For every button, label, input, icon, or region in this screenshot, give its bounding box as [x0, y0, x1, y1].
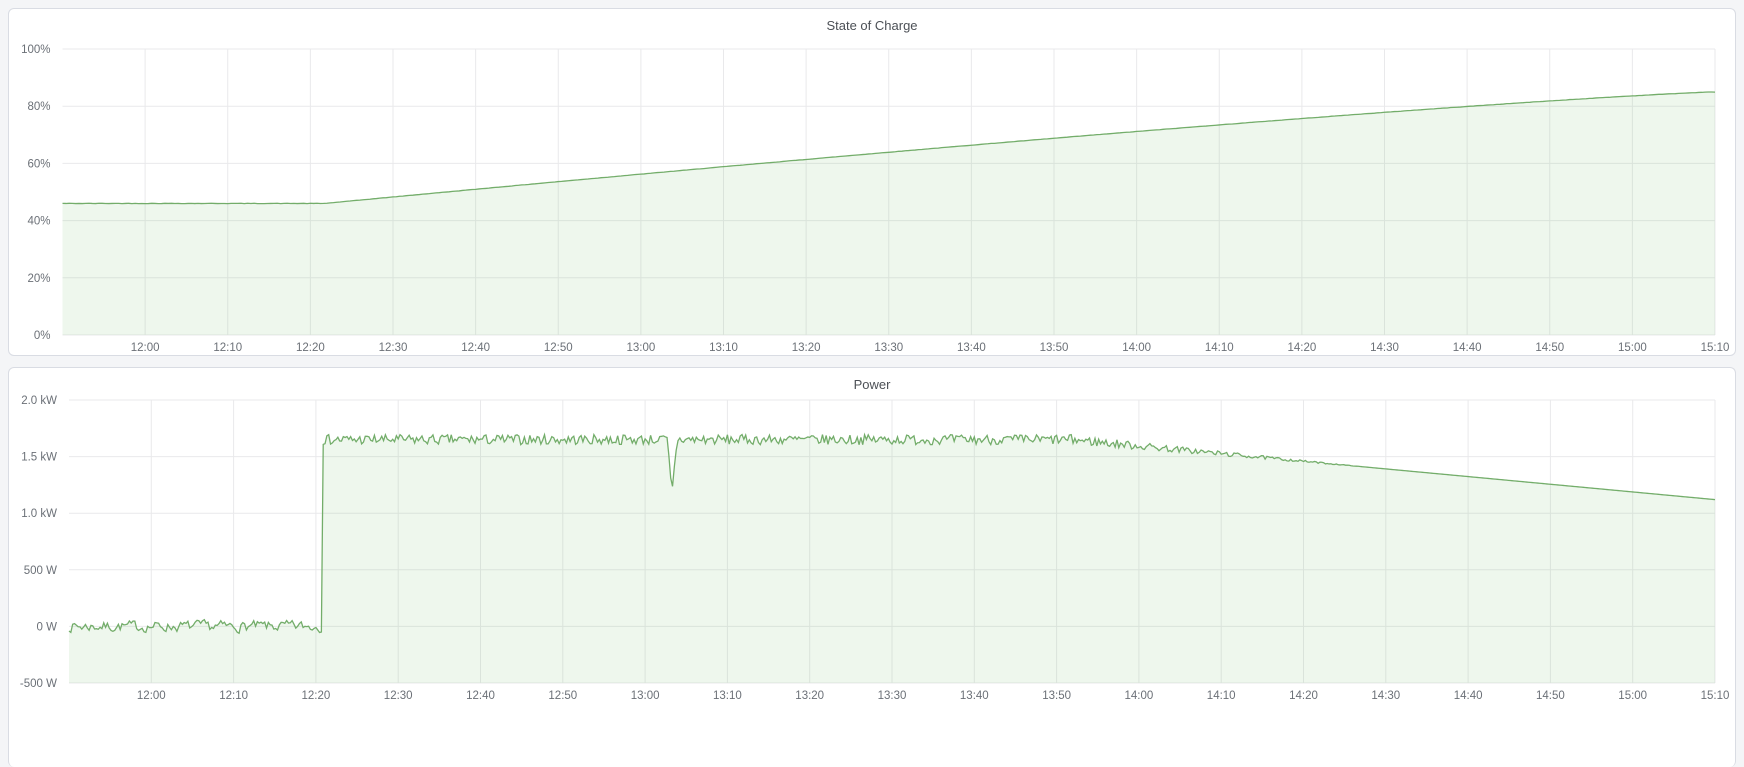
svg-text:14:30: 14:30 — [1371, 690, 1400, 702]
svg-text:15:10: 15:10 — [1701, 342, 1730, 354]
svg-text:12:20: 12:20 — [302, 690, 331, 702]
svg-text:14:50: 14:50 — [1536, 690, 1565, 702]
svg-text:14:10: 14:10 — [1205, 342, 1234, 354]
svg-text:13:00: 13:00 — [626, 342, 655, 354]
svg-text:0 W: 0 W — [37, 621, 58, 633]
svg-text:14:10: 14:10 — [1207, 690, 1236, 702]
svg-text:14:20: 14:20 — [1287, 342, 1316, 354]
svg-text:2.0 kW: 2.0 kW — [21, 395, 57, 407]
svg-text:14:30: 14:30 — [1370, 342, 1399, 354]
svg-text:1.5 kW: 1.5 kW — [21, 452, 57, 464]
svg-text:14:40: 14:40 — [1454, 690, 1483, 702]
svg-text:12:50: 12:50 — [544, 342, 573, 354]
svg-text:12:50: 12:50 — [548, 690, 577, 702]
svg-text:12:10: 12:10 — [219, 690, 248, 702]
svg-text:14:40: 14:40 — [1453, 342, 1482, 354]
svg-text:12:00: 12:00 — [137, 690, 166, 702]
svg-text:40%: 40% — [27, 216, 50, 228]
svg-text:0%: 0% — [34, 330, 51, 342]
svg-text:12:00: 12:00 — [131, 342, 160, 354]
svg-text:13:20: 13:20 — [795, 690, 824, 702]
svg-text:13:50: 13:50 — [1040, 342, 1069, 354]
svg-text:80%: 80% — [27, 101, 50, 113]
svg-text:13:30: 13:30 — [878, 690, 907, 702]
svg-text:13:40: 13:40 — [960, 690, 989, 702]
svg-text:12:20: 12:20 — [296, 342, 325, 354]
svg-text:500 W: 500 W — [24, 565, 57, 577]
svg-text:13:40: 13:40 — [957, 342, 986, 354]
svg-text:15:10: 15:10 — [1701, 690, 1730, 702]
svg-text:12:30: 12:30 — [379, 342, 408, 354]
svg-text:20%: 20% — [27, 273, 50, 285]
svg-text:12:40: 12:40 — [466, 690, 495, 702]
svg-text:-500 W: -500 W — [20, 678, 57, 690]
svg-text:14:20: 14:20 — [1289, 690, 1318, 702]
svg-text:14:00: 14:00 — [1125, 690, 1154, 702]
svg-text:13:00: 13:00 — [631, 690, 660, 702]
svg-text:12:40: 12:40 — [461, 342, 490, 354]
svg-text:13:30: 13:30 — [874, 342, 903, 354]
svg-text:13:50: 13:50 — [1042, 690, 1071, 702]
svg-text:14:00: 14:00 — [1122, 342, 1151, 354]
svg-text:12:10: 12:10 — [213, 342, 242, 354]
svg-text:1.0 kW: 1.0 kW — [21, 508, 57, 520]
svg-text:12:30: 12:30 — [384, 690, 413, 702]
svg-text:60%: 60% — [27, 158, 50, 170]
svg-text:14:50: 14:50 — [1535, 342, 1564, 354]
svg-text:100%: 100% — [21, 44, 50, 56]
svg-text:13:10: 13:10 — [713, 690, 742, 702]
svg-text:13:10: 13:10 — [709, 342, 738, 354]
svg-text:15:00: 15:00 — [1618, 342, 1647, 354]
svg-text:13:20: 13:20 — [792, 342, 821, 354]
svg-text:15:00: 15:00 — [1618, 690, 1647, 702]
